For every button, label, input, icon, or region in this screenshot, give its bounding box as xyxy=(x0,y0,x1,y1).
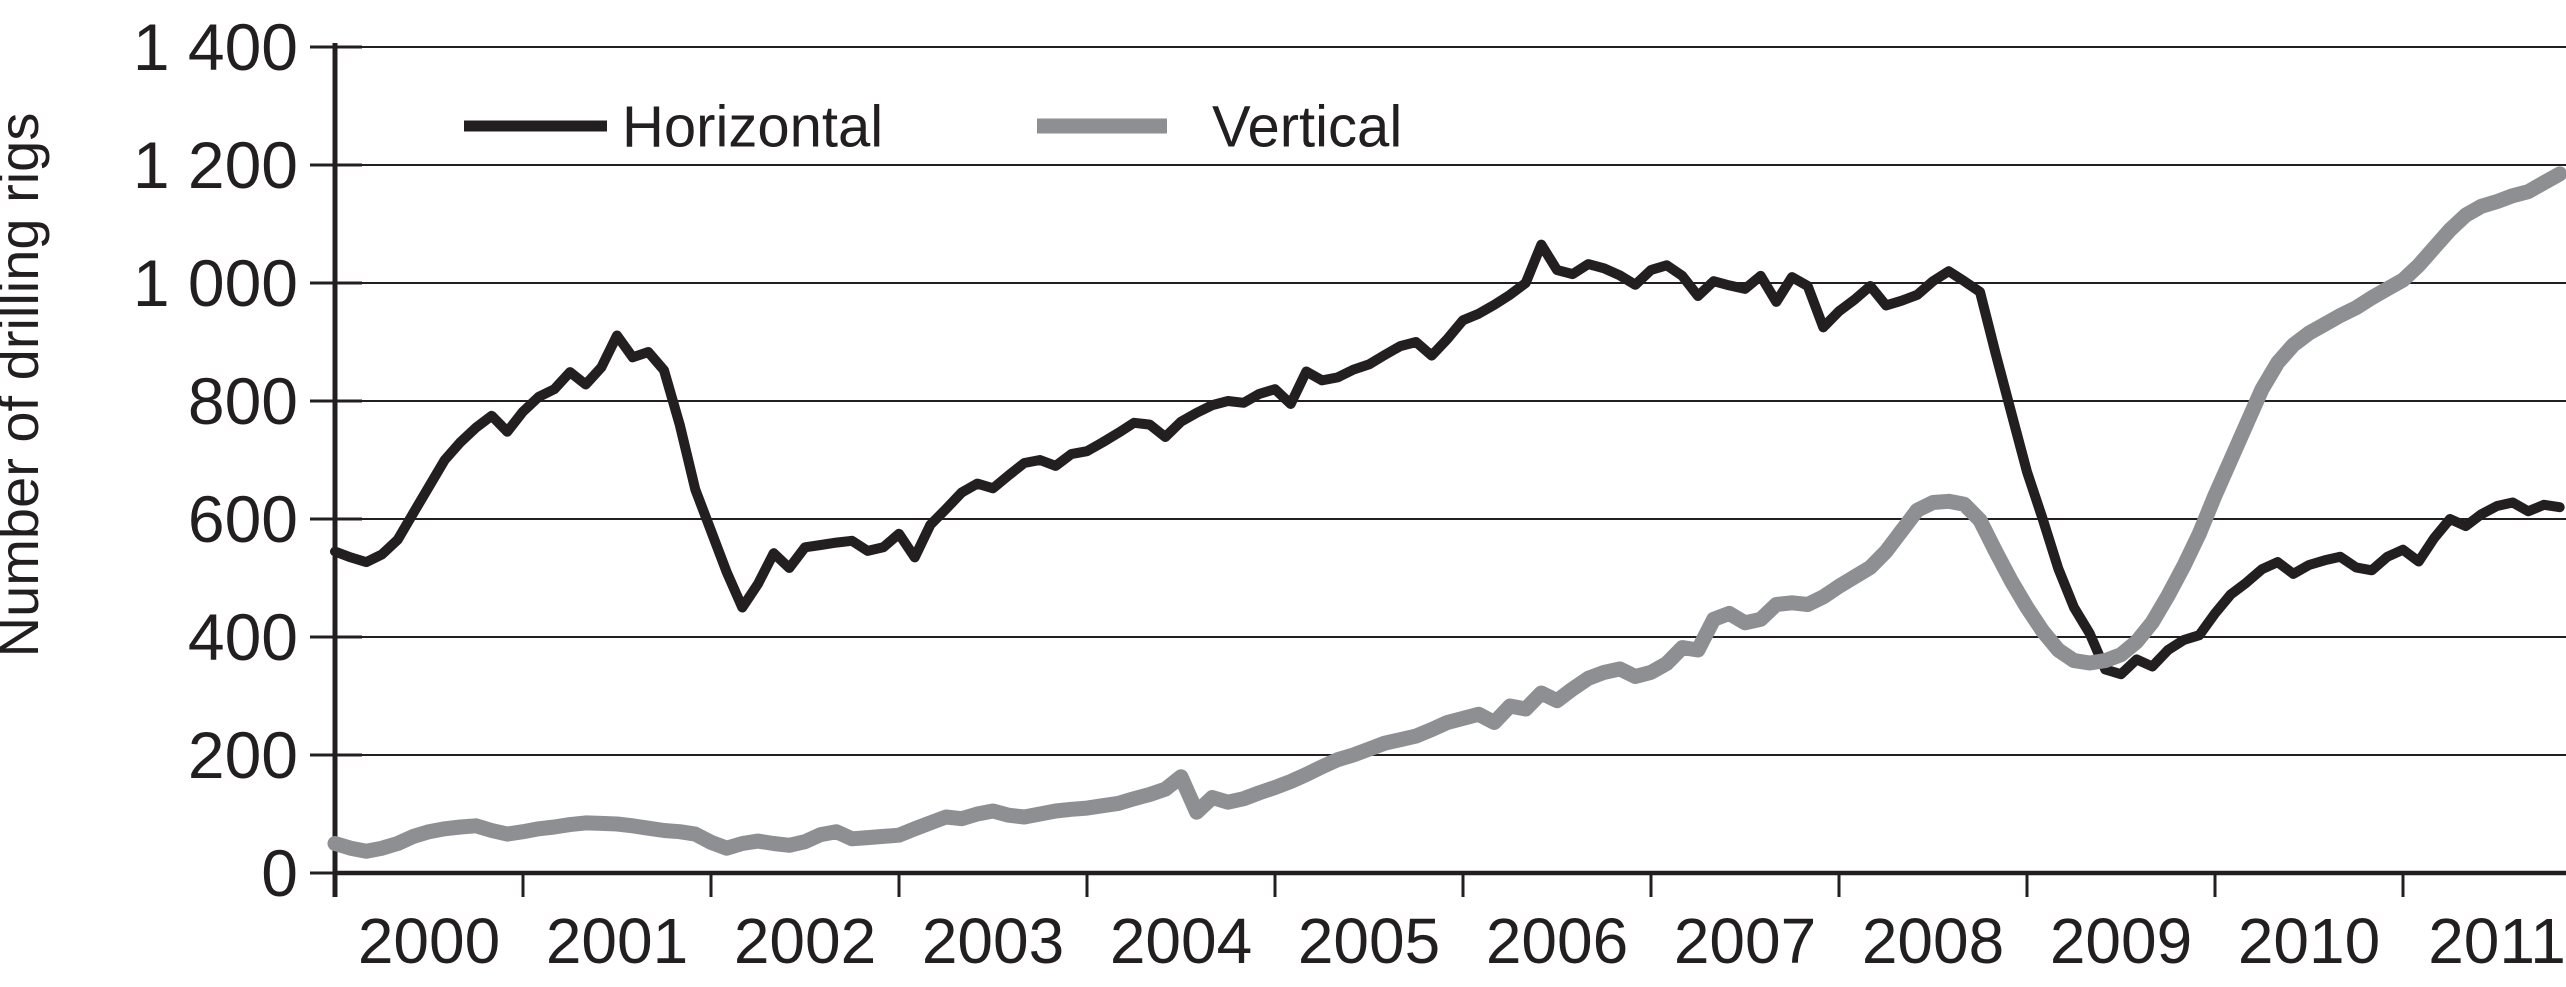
x-tick-label: 2008 xyxy=(1862,905,2004,977)
x-tick-label: 2002 xyxy=(734,905,876,977)
x-tick-label: 2004 xyxy=(1110,905,1252,977)
y-tick-label: 1 400 xyxy=(133,10,298,84)
x-tick-label: 2009 xyxy=(2050,905,2192,977)
x-tick-label: 2001 xyxy=(546,905,688,977)
x-tick-label: 2007 xyxy=(1674,905,1816,977)
y-tick-label: 1 000 xyxy=(133,246,298,320)
y-tick-label: 200 xyxy=(188,718,298,792)
x-tick-label: 2005 xyxy=(1298,905,1440,977)
y-tick-label: 600 xyxy=(188,482,298,556)
x-tick-label: 2010 xyxy=(2238,905,2380,977)
chart-line-vertical xyxy=(327,166,2566,859)
x-tick-label: 2000 xyxy=(358,905,500,977)
y-tick-label: 400 xyxy=(188,600,298,674)
y-axis-title: Number of drilling rigs xyxy=(0,113,50,658)
y-tick-label: 0 xyxy=(261,836,298,910)
legend-label-horizontal: Horizontal xyxy=(622,94,883,159)
x-tick-label: 2011 xyxy=(2428,905,2566,977)
chart-line-horizontal xyxy=(330,239,2565,680)
x-tick-label: 2003 xyxy=(922,905,1064,977)
y-tick-label: 800 xyxy=(188,364,298,438)
legend-label-vertical: Vertical xyxy=(1212,94,1402,159)
x-tick-label: 2006 xyxy=(1486,905,1628,977)
y-tick-label: 1 200 xyxy=(133,128,298,202)
